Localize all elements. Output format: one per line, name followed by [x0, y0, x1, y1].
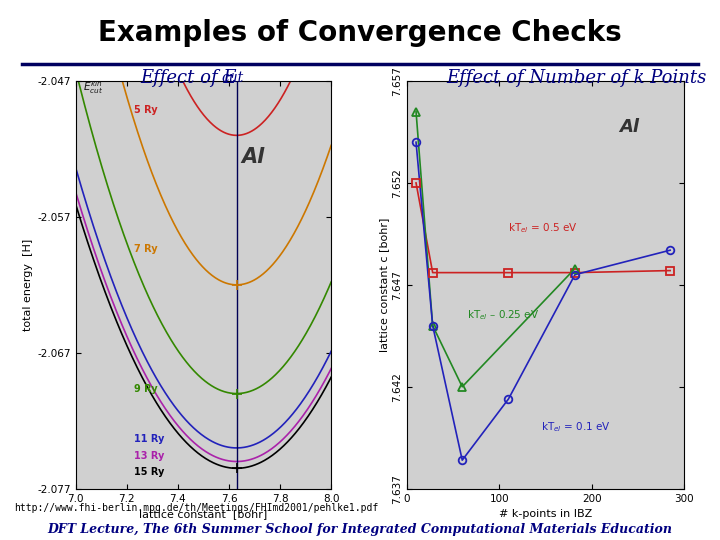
Text: kT$_{el}$ – 0.25 eV: kT$_{el}$ – 0.25 eV — [467, 308, 539, 322]
Text: Al: Al — [619, 118, 639, 136]
Text: Examples of Convergence Checks: Examples of Convergence Checks — [98, 19, 622, 47]
Text: http://www.fhi-berlin.mpg.de/th/Meetings/FHImd2001/pehlke1.pdf: http://www.fhi-berlin.mpg.de/th/Meetings… — [14, 503, 379, 514]
Text: kT$_{el}$ = 0.1 eV: kT$_{el}$ = 0.1 eV — [541, 421, 611, 435]
Y-axis label: total energy  [H]: total energy [H] — [23, 239, 33, 331]
Text: 15 Ry: 15 Ry — [135, 467, 165, 477]
X-axis label: lattice constant  [bohr]: lattice constant [bohr] — [139, 509, 268, 519]
Y-axis label: lattice constant c [bohr]: lattice constant c [bohr] — [379, 218, 390, 352]
Text: Effect of Number of k Points: Effect of Number of k Points — [446, 69, 707, 86]
Text: Al: Al — [242, 146, 265, 166]
Text: 11 Ry: 11 Ry — [135, 434, 165, 444]
Text: Effect of E: Effect of E — [140, 69, 237, 86]
Text: 7 Ry: 7 Ry — [135, 244, 158, 254]
Text: 13 Ry: 13 Ry — [135, 451, 165, 461]
Text: 5 Ry: 5 Ry — [135, 105, 158, 116]
Text: $E^{kin}_{cut}$: $E^{kin}_{cut}$ — [84, 79, 104, 96]
Text: DFT Lecture, The 6th Summer School for Integrated Computational Materials Educat: DFT Lecture, The 6th Summer School for I… — [48, 523, 672, 536]
Text: kT$_{el}$ = 0.5 eV: kT$_{el}$ = 0.5 eV — [508, 221, 578, 235]
Text: 9 Ry: 9 Ry — [135, 384, 158, 394]
Text: cut: cut — [222, 71, 244, 85]
X-axis label: # k-points in IBZ: # k-points in IBZ — [499, 509, 592, 519]
